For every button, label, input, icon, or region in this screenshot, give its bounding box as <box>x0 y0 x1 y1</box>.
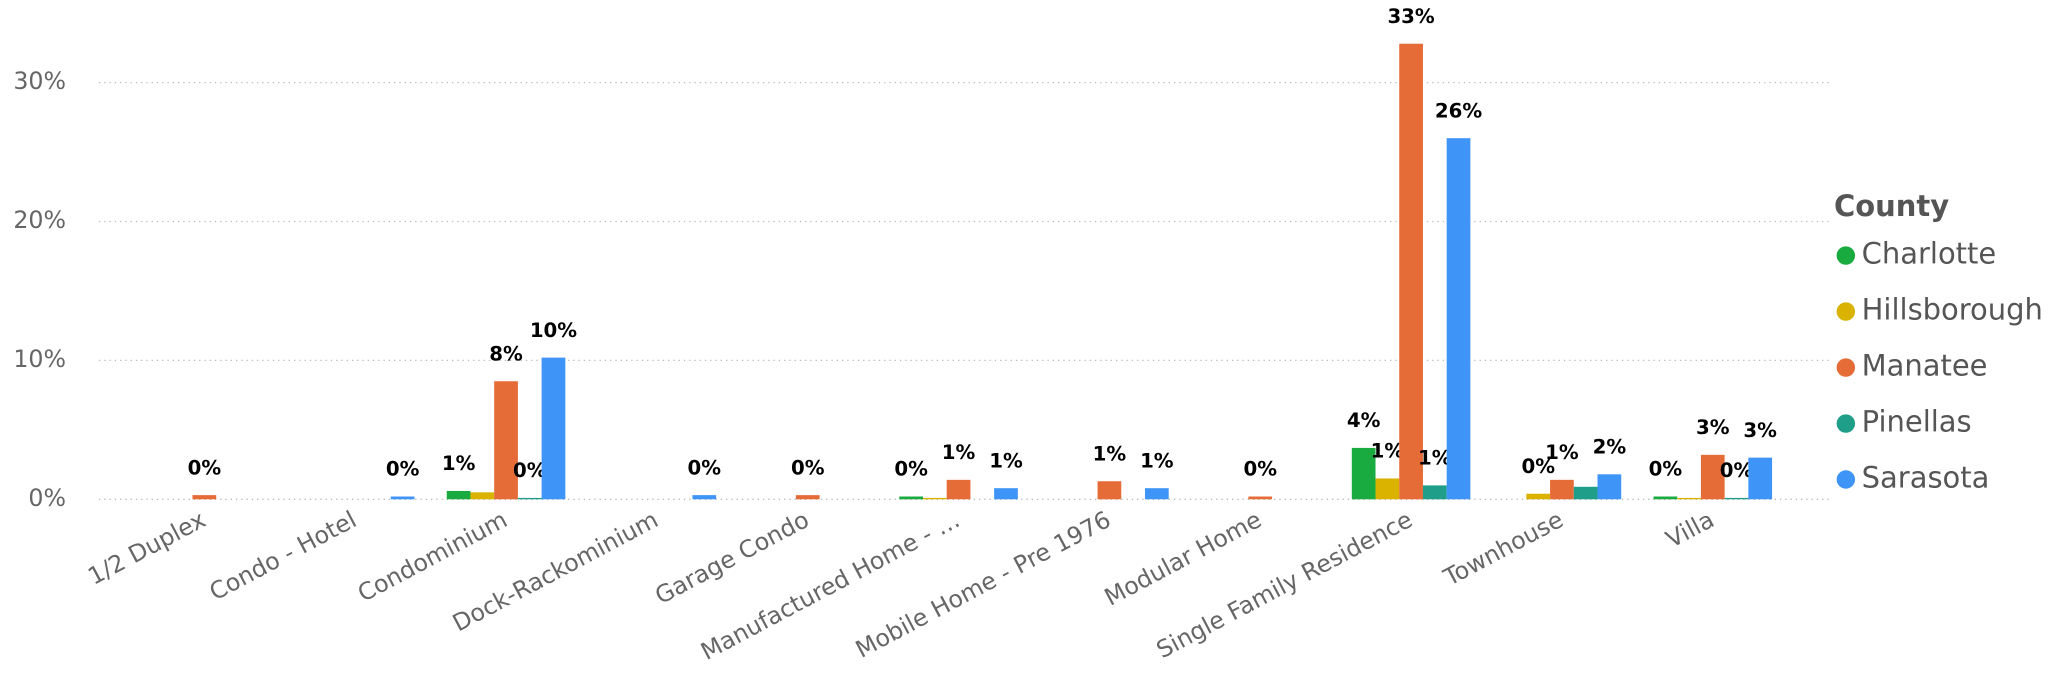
legend-marker <box>1836 358 1856 377</box>
data-label: 0% <box>1649 458 1683 481</box>
bar <box>470 492 495 500</box>
y-tick-label: 10% <box>13 345 66 373</box>
x-tick-label: Condo - Hotel <box>205 505 361 606</box>
data-label: 1% <box>1093 442 1127 465</box>
data-label: 1% <box>1545 441 1579 464</box>
data-label: 1% <box>989 449 1023 472</box>
legend-marker <box>1836 470 1856 489</box>
data-label: 0% <box>513 459 547 482</box>
bar <box>1375 478 1400 500</box>
data-label: 1% <box>942 441 976 464</box>
bar <box>1097 481 1122 500</box>
bar <box>192 495 217 500</box>
x-tick-label: 1/2 Duplex <box>83 505 210 590</box>
bar <box>1446 138 1471 500</box>
data-label: 1% <box>1371 440 1405 463</box>
bar <box>1351 447 1376 500</box>
data-label: 0% <box>791 456 825 479</box>
bar <box>1724 497 1749 500</box>
bar <box>1144 488 1169 500</box>
bar <box>1550 479 1574 500</box>
bar <box>1677 497 1701 500</box>
bar <box>946 479 971 500</box>
legend-title: County <box>1834 189 1949 223</box>
legend-marker <box>1836 246 1856 265</box>
x-tick-label: Manufactured Home - … <box>696 505 964 665</box>
x-tick-label: Single Family Residence <box>1152 505 1417 664</box>
bar <box>1597 474 1622 500</box>
bar <box>1248 496 1273 500</box>
data-label: 2% <box>1593 435 1627 458</box>
data-label: 0% <box>386 458 420 481</box>
data-label: 33% <box>1387 5 1434 28</box>
data-label: 0% <box>1521 455 1555 478</box>
bar <box>390 496 415 500</box>
data-label: 4% <box>1347 409 1381 432</box>
legend-label: Charlotte <box>1862 237 1997 271</box>
legend-label: Pinellas <box>1862 405 1972 439</box>
x-tick-label: Townhouse <box>1438 505 1568 592</box>
legend-label: Hillsborough <box>1862 293 2043 327</box>
bar <box>1700 454 1725 500</box>
data-label: 26% <box>1435 99 1482 122</box>
legend-label: Sarasota <box>1862 461 1990 495</box>
data-label: 1% <box>1418 447 1452 470</box>
bar <box>1526 493 1551 500</box>
data-label: 8% <box>489 342 523 365</box>
data-label: 0% <box>1243 458 1277 481</box>
bar <box>494 381 518 500</box>
legend-marker <box>1836 414 1856 433</box>
data-label: 3% <box>1696 416 1730 439</box>
y-tick-label: 0% <box>28 484 66 512</box>
bar <box>994 488 1018 500</box>
bar <box>541 357 566 500</box>
bar <box>1573 486 1598 500</box>
bar <box>1399 43 1423 500</box>
data-label: 10% <box>530 319 577 342</box>
bar <box>922 497 947 500</box>
data-label: 3% <box>1743 419 1777 442</box>
bar <box>1422 485 1447 500</box>
bar <box>692 495 717 500</box>
bar <box>795 495 820 500</box>
data-label: 0% <box>188 456 222 479</box>
bar <box>899 496 923 500</box>
data-label: 0% <box>894 458 928 481</box>
bar <box>1653 496 1678 500</box>
data-label: 0% <box>688 456 722 479</box>
bar <box>517 497 542 500</box>
bar <box>1748 457 1773 500</box>
x-tick-label: Villa <box>1661 505 1718 553</box>
legend-label: Manatee <box>1862 349 1988 383</box>
bar <box>446 490 471 500</box>
y-tick-label: 20% <box>13 206 66 234</box>
data-label: 1% <box>1140 449 1174 472</box>
y-tick-label: 30% <box>13 67 66 95</box>
legend-marker <box>1836 302 1856 321</box>
x-tick-label: Mobile Home - Pre 1976 <box>851 505 1115 663</box>
data-label: 1% <box>442 452 476 475</box>
data-label: 0% <box>1720 459 1754 482</box>
